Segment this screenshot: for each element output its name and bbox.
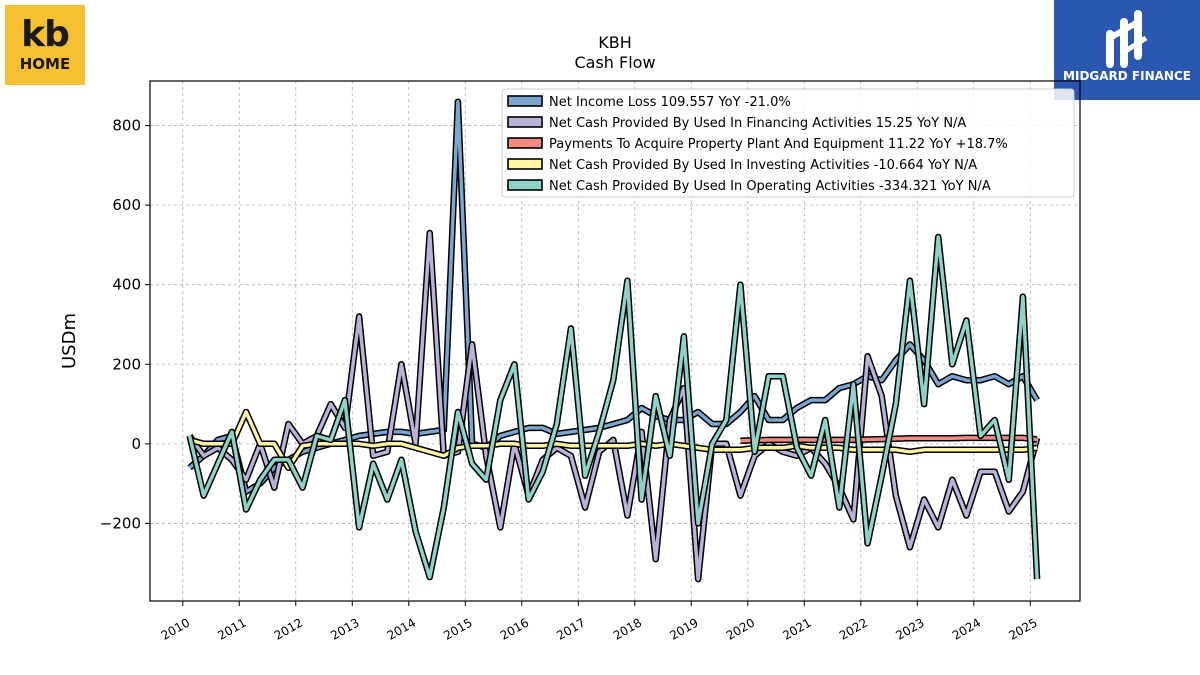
y-tick-label: 400: [112, 276, 141, 294]
chart-title: KBH: [598, 33, 632, 52]
legend-entry-3: Net Cash Provided By Used In Investing A…: [549, 158, 977, 173]
x-tick-label: 2021: [780, 615, 813, 642]
x-tick-label: 2022: [837, 615, 870, 642]
series-lines: [186, 98, 1041, 583]
y-axis-label: USDm: [59, 313, 80, 369]
midgard-mark-icon: [1106, 10, 1148, 68]
y-tick-label: −200: [100, 514, 141, 532]
legend-box: [501, 88, 1075, 198]
x-tick-label: 2010: [159, 615, 192, 642]
x-tick-label: 2024: [950, 615, 983, 642]
x-tick-label: 2011: [215, 615, 248, 642]
plot-frame: [149, 80, 1081, 602]
y-tick-label: 200: [112, 355, 141, 373]
x-tick-label: 2012: [272, 615, 305, 642]
y-tick-label: 600: [112, 196, 141, 214]
legend-swatch-3: [507, 158, 543, 170]
x-axis-ticks: 2010 2011 2012 2013 2014 2015 2016 2017 2018 2019…: [159, 601, 1040, 643]
legend-entry-1: Net Cash Provided By Used In Financing A…: [549, 116, 966, 131]
x-tick-label: 2018: [611, 615, 644, 642]
chart-subtitle: Cash Flow: [574, 53, 655, 72]
legend-entry-0: Net Income Loss 109.557 YoY -21.0%: [549, 95, 791, 110]
legend-entry-4: Net Cash Provided By Used In Operating A…: [549, 179, 991, 194]
x-tick-label: 2016: [498, 615, 531, 642]
legend-entry-2: Payments To Acquire Property Plant And E…: [549, 137, 1008, 152]
kb-logo-text: kb: [21, 14, 70, 55]
x-tick-label: 2015: [441, 615, 474, 642]
y-tick-label: 800: [112, 117, 141, 135]
x-tick-label: 2019: [667, 615, 700, 642]
home-logo-text: HOME: [19, 55, 71, 73]
kb-home-logo: kb HOME: [5, 5, 85, 85]
x-tick-label: 2020: [724, 615, 757, 642]
chart-legend: Net Income Loss 109.557 YoY -21.0% Net Ca…: [501, 88, 1075, 198]
x-tick-label: 2023: [893, 615, 926, 642]
midgard-finance-logo: MIDGARD FINANCE: [1054, 0, 1200, 100]
y-axis-ticks: −200 0 200 400 600 800: [100, 117, 150, 532]
legend-swatch-4: [507, 179, 543, 191]
series-line-1: [188, 231, 1039, 581]
legend-swatch-2: [507, 137, 543, 149]
x-tick-label: 2013: [328, 615, 361, 642]
x-tick-label: 2025: [1006, 615, 1039, 642]
series-line-4: [187, 235, 1039, 580]
legend-swatch-0: [507, 95, 543, 107]
midgard-finance-name: MIDGARD FINANCE: [1063, 69, 1191, 83]
y-tick-label: 0: [131, 435, 141, 453]
x-tick-label: 2014: [385, 615, 418, 642]
legend-swatch-1: [507, 116, 543, 128]
series-line-3: [189, 410, 1038, 470]
x-tick-label: 2017: [554, 615, 587, 642]
